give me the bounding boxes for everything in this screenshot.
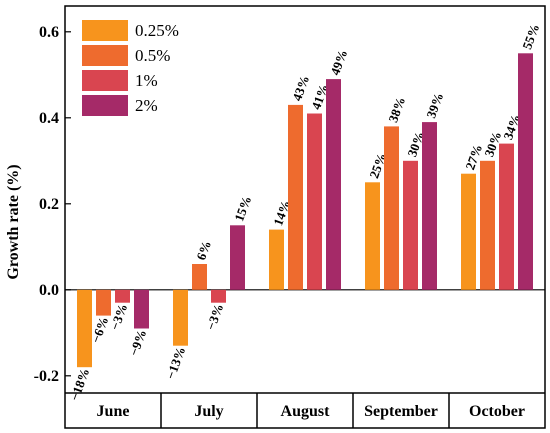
data-label: 55% (519, 22, 542, 52)
category-label: August (281, 403, 331, 420)
legend-swatch (82, 95, 128, 116)
bar (461, 173, 476, 290)
data-label: 38% (385, 95, 408, 125)
bar (115, 289, 130, 303)
y-tick-label: 0.6 (39, 24, 59, 41)
category-label: October (469, 403, 525, 420)
bar (96, 289, 111, 316)
y-tick-label: -0.2 (34, 368, 59, 385)
bar (365, 182, 380, 290)
y-axis-label: Growth rate (%) (5, 164, 22, 279)
data-label: 39% (423, 91, 446, 121)
bar (230, 225, 245, 290)
bar (173, 289, 188, 346)
data-label: 43% (289, 73, 312, 103)
y-tick-label: 0.4 (39, 110, 59, 127)
y-tick-label: 0.2 (39, 196, 59, 213)
bar (499, 143, 514, 290)
legend-label: 2% (135, 96, 158, 115)
plot-area: -0.20.00.20.40.6June−18%−6%−3%−9%July−13… (34, 5, 546, 429)
legend-label: 0.5% (135, 46, 170, 65)
bar (288, 104, 303, 290)
bar (480, 160, 495, 290)
bar (326, 79, 341, 290)
bar (518, 53, 533, 290)
data-label: 15% (231, 194, 254, 224)
bar (384, 126, 399, 290)
data-label: −3% (203, 302, 226, 332)
legend-label: 1% (135, 71, 158, 90)
data-label: −9% (126, 327, 149, 357)
bar (192, 264, 207, 290)
data-label: 49% (327, 48, 350, 78)
category-label: July (194, 403, 223, 420)
bar (307, 113, 322, 290)
category-label: June (97, 403, 130, 420)
bar (422, 122, 437, 290)
legend-swatch (82, 20, 128, 41)
bar (269, 229, 284, 290)
legend: 0.25% 0.5% 1% 2% (82, 20, 179, 116)
legend-label: 0.25% (135, 21, 179, 40)
plot-frame (64, 5, 546, 429)
category-label: September (364, 403, 438, 420)
legend-swatch (82, 45, 128, 66)
bar (134, 289, 149, 329)
bar (77, 289, 92, 368)
legend-swatch (82, 70, 128, 91)
data-label: −13% (163, 345, 189, 382)
bar (403, 160, 418, 290)
y-tick-label: 0.0 (39, 282, 59, 299)
data-label: 6% (193, 239, 214, 262)
bar (211, 289, 226, 303)
data-label: −18% (67, 366, 93, 403)
